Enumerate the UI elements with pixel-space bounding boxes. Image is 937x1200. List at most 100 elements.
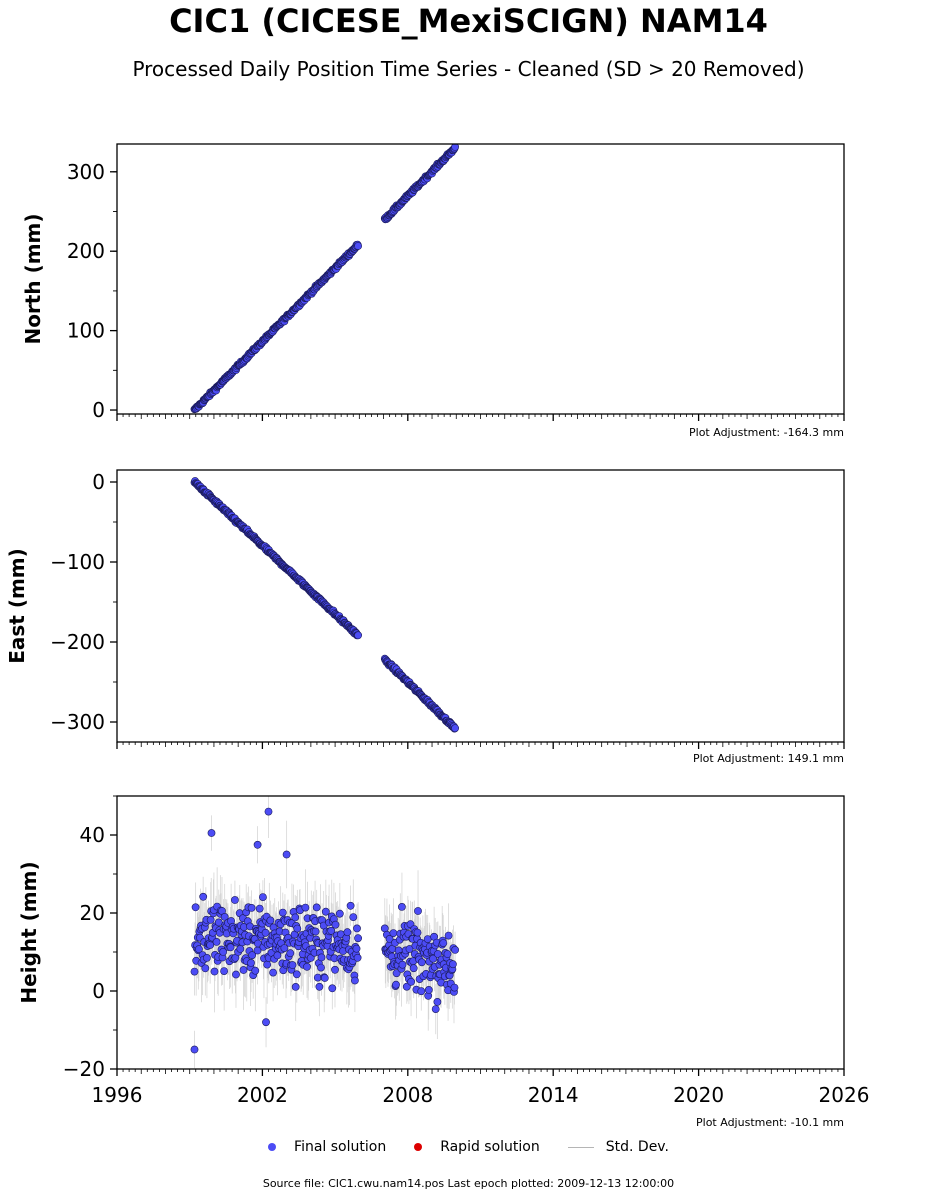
legend-item-final: Final solution — [268, 1139, 386, 1155]
data-point — [291, 913, 300, 922]
data-point — [429, 954, 437, 963]
data-point — [266, 916, 275, 925]
data-point — [282, 850, 291, 859]
panel-2: 0 −100 −200 −300 East (mm) Plot Adjustment: 1… — [5, 469, 845, 765]
data-point — [263, 960, 272, 969]
data-point — [258, 893, 267, 901]
data-point — [335, 909, 344, 918]
data-point — [220, 913, 229, 921]
data-point — [262, 1018, 270, 1027]
data-point — [354, 934, 362, 943]
y-axis-label: North (mm) — [21, 213, 45, 344]
final-solution-points — [190, 807, 459, 1054]
data-point — [253, 840, 262, 849]
data-point — [397, 903, 406, 911]
y-tick-label: 100 — [67, 319, 105, 343]
y-tick-label: 0 — [92, 398, 105, 422]
legend: Final solution Rapid solution Std. Dev. — [0, 1136, 937, 1158]
data-point — [280, 944, 289, 952]
data-point — [292, 970, 301, 979]
data-point — [269, 968, 277, 977]
data-point — [402, 982, 411, 991]
data-point — [303, 962, 311, 971]
data-point — [392, 980, 400, 989]
rapid-solution-marker-icon — [414, 1143, 423, 1151]
data-point — [312, 903, 321, 912]
data-point — [247, 959, 255, 967]
source-footer: Source file: CIC1.cwu.nam14.pos Last epo… — [262, 1177, 675, 1190]
legend-label-std: Std. Dev. — [605, 1139, 669, 1155]
data-point — [443, 950, 452, 958]
data-point — [278, 908, 287, 917]
x-ticks — [116, 414, 845, 421]
y-axis: 0 −100 −200 −300 — [50, 470, 117, 734]
x-tick-label: 2020 — [673, 1083, 724, 1107]
panel-1: 0 100 200 300 North (mm) Plot Adjustment: -16… — [21, 143, 845, 439]
y-axis-label: Height (mm) — [17, 861, 41, 1003]
y-tick-label: 40 — [80, 823, 105, 847]
data-point — [349, 913, 358, 921]
y-axis: 0 100 200 300 — [67, 160, 117, 422]
data-point — [202, 954, 211, 962]
data-point — [190, 1045, 199, 1054]
data-point — [448, 960, 457, 969]
legend-item-std: Std. Dev. — [567, 1139, 669, 1155]
x-ticks — [116, 1069, 845, 1076]
data-point — [226, 943, 235, 952]
data-point — [220, 967, 228, 975]
data-point — [385, 935, 394, 943]
chart-title: CIC1 (CICESE_MexiSCIGN) NAM14 — [169, 2, 768, 40]
data-point — [354, 242, 362, 250]
plot-area — [190, 477, 459, 733]
data-point — [451, 144, 459, 151]
data-point — [286, 949, 295, 958]
y-tick-label: −20 — [63, 1057, 105, 1081]
y-tick-label: −100 — [50, 550, 105, 574]
data-point — [392, 969, 401, 978]
x-tick-label: 2008 — [382, 1083, 433, 1107]
y-tick-label: 300 — [67, 160, 105, 184]
y-tick-label: −200 — [50, 630, 105, 654]
data-point — [346, 901, 355, 910]
data-point — [350, 976, 359, 985]
data-point — [219, 948, 227, 956]
data-point — [433, 998, 442, 1006]
data-point — [328, 984, 337, 993]
data-point — [405, 945, 414, 953]
data-point — [207, 829, 216, 837]
std-dev-line-icon — [567, 1146, 594, 1148]
data-point — [264, 807, 273, 816]
data-point — [293, 924, 302, 933]
data-point — [317, 953, 326, 962]
data-point — [206, 916, 215, 924]
data-point — [417, 987, 426, 996]
data-point — [417, 958, 426, 967]
data-point — [389, 929, 398, 937]
y-axis: −20 0 20 40 — [63, 795, 117, 1081]
data-point — [210, 967, 219, 976]
x-tick-label: 2002 — [237, 1083, 288, 1107]
data-point — [352, 944, 361, 953]
data-point — [236, 945, 245, 953]
x-tick-label: 2014 — [528, 1083, 579, 1107]
data-point — [407, 977, 415, 986]
x-ticks — [116, 742, 845, 749]
data-point — [199, 892, 208, 901]
y-axis-label: East (mm) — [5, 548, 29, 664]
data-point — [315, 982, 324, 991]
data-point — [353, 924, 361, 933]
data-point — [439, 939, 448, 947]
data-point — [433, 950, 442, 958]
data-point — [232, 970, 240, 979]
x-tick-label: 2026 — [819, 1083, 870, 1107]
y-tick-label: −300 — [50, 710, 105, 734]
data-point — [194, 945, 203, 954]
data-point — [248, 951, 256, 960]
y-tick-label: 200 — [67, 239, 105, 263]
chart-subtitle: Processed Daily Position Time Series - C… — [132, 57, 805, 81]
data-point — [251, 966, 260, 975]
data-point — [450, 983, 459, 992]
data-point — [451, 946, 459, 954]
plot-adjustment-note: Plot Adjustment: -164.3 mm — [689, 426, 844, 439]
data-point — [353, 953, 362, 962]
